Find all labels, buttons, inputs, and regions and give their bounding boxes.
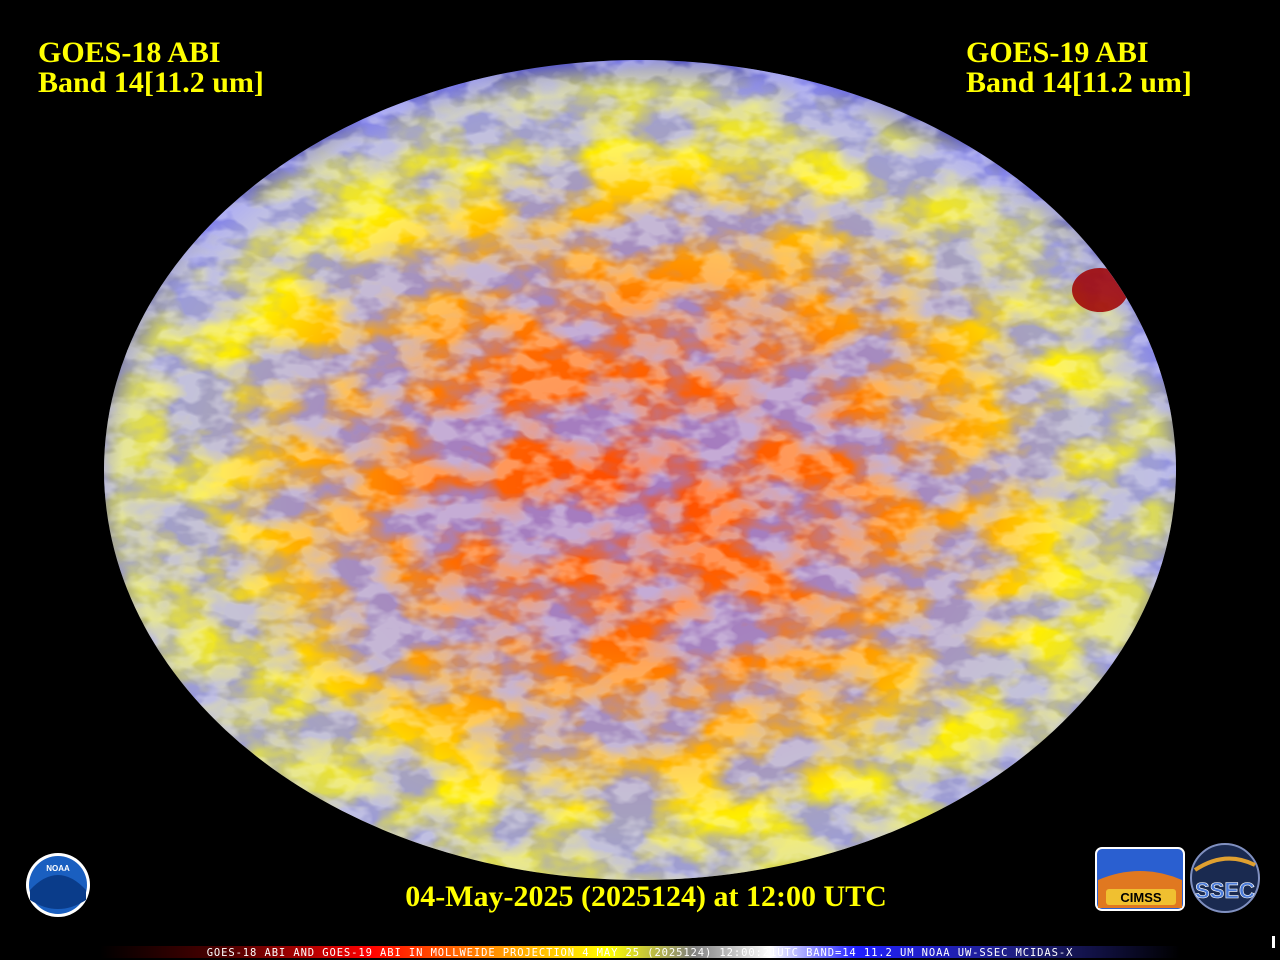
cimss-label-bg bbox=[1106, 889, 1176, 905]
right-band: Band 14[11.2 um] bbox=[966, 66, 1192, 99]
cloud-field bbox=[104, 60, 1176, 880]
noaa-logo: NOAA bbox=[26, 853, 90, 917]
noaa-text: NOAA bbox=[46, 864, 70, 873]
hot-spot bbox=[1072, 268, 1128, 312]
ssec-logo: SSEC bbox=[1190, 843, 1260, 913]
ssec-text: SSEC bbox=[1195, 878, 1255, 903]
timestamp: 04-May-2025 (2025124) at 12:00 UTC bbox=[405, 880, 887, 913]
ssec-arc bbox=[1193, 856, 1256, 872]
corner-tick bbox=[1272, 936, 1275, 948]
noaa-wave bbox=[30, 875, 86, 909]
footer-text: GOES-18 ABI AND GOES-19 ABI IN MOLLWEIDE… bbox=[207, 947, 1074, 959]
left-band: Band 14[11.2 um] bbox=[38, 66, 264, 99]
cloud-wisps bbox=[104, 60, 1176, 880]
right-satellite: GOES-19 ABI bbox=[966, 36, 1149, 69]
color-bar bbox=[100, 946, 1180, 958]
left-satellite: GOES-18 ABI bbox=[38, 36, 221, 69]
cimss-logo: CIMSS bbox=[1095, 847, 1185, 911]
cimss-text: CIMSS bbox=[1120, 890, 1162, 905]
